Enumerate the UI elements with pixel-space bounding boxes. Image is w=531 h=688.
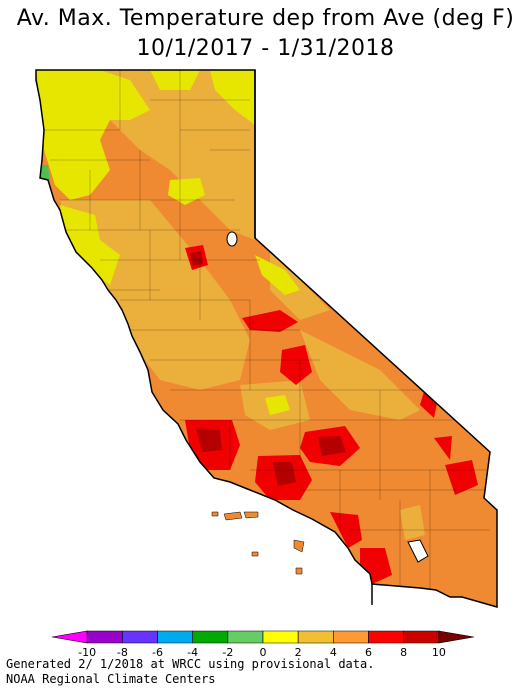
legend-swatch — [333, 630, 369, 644]
legend-swatch — [51, 630, 88, 644]
map-title: Av. Max. Temperature dep from Ave (deg F… — [16, 6, 515, 31]
date-range: 10/1/2017 - 1/31/2018 — [136, 36, 395, 61]
legend-tick-label: -6 — [152, 646, 163, 659]
legend-tick-label: 10 — [432, 646, 446, 659]
anomaly-zone-6-8 — [330, 512, 362, 548]
anomaly-zone-6-8 — [242, 310, 298, 332]
legend-tick-labels: -10 -8 -6 -4 -2 0 2 4 6 8 10 — [78, 646, 446, 659]
anomaly-zone-0-2 — [150, 70, 200, 90]
anomaly-zone-0-2 — [36, 70, 150, 200]
anomaly-zone-0-2 — [168, 178, 205, 205]
anomaly-zone-0-2 — [255, 255, 300, 295]
legend-tick-label: 8 — [400, 646, 407, 659]
anomaly-zone-2-4 — [270, 250, 330, 320]
legend-tick-label: -10 — [78, 646, 96, 659]
anomaly-zone-6-8 — [434, 436, 452, 460]
channel-islands — [211, 511, 305, 575]
county-boundaries — [36, 70, 490, 600]
legend-swatch — [86, 630, 123, 644]
legend-swatch — [262, 630, 299, 644]
legend-tick-label: -8 — [117, 646, 128, 659]
legend-swatch — [192, 630, 229, 644]
legend-tick-label: -4 — [187, 646, 198, 659]
legend-swatch — [227, 630, 264, 644]
anomaly-zone-8-10 — [190, 251, 203, 266]
anomaly-zone-0-2 — [265, 395, 290, 415]
anomaly-zone-2-4 — [300, 330, 420, 420]
lake-tahoe — [226, 231, 238, 247]
legend-tick-label: 2 — [295, 646, 302, 659]
anomaly-zone-8-10 — [196, 428, 222, 452]
legend-swatch — [297, 630, 334, 644]
legend-swatch — [438, 630, 475, 644]
legend-tick-label: 4 — [330, 646, 337, 659]
state-outline — [35, 69, 498, 608]
legend-swatch — [403, 630, 440, 644]
anomaly-zone-0-2 — [210, 70, 255, 125]
legend-swatch — [368, 630, 404, 644]
source-note: NOAA Regional Climate Centers — [6, 672, 216, 686]
legend-color-bar — [51, 630, 475, 644]
legend-swatch — [157, 630, 193, 644]
anomaly-zone-2-4 — [400, 505, 425, 540]
anomaly-zone-6-8 — [445, 460, 478, 495]
legend-swatch — [122, 630, 158, 644]
generated-note: Generated 2/ 1/2018 at WRCC using provis… — [6, 657, 375, 671]
anomaly-zone-8-10 — [318, 436, 346, 456]
border-lines — [254, 70, 373, 605]
anomaly-zone-0-2 — [60, 205, 120, 285]
legend-tick-label: 6 — [365, 646, 372, 659]
legend-tick-label: 0 — [260, 646, 267, 659]
salton-sea — [407, 539, 429, 563]
legend-tick-label: -2 — [222, 646, 233, 659]
anomaly-zone-8-10 — [273, 462, 296, 486]
anomaly-zone-6-8 — [280, 345, 312, 385]
